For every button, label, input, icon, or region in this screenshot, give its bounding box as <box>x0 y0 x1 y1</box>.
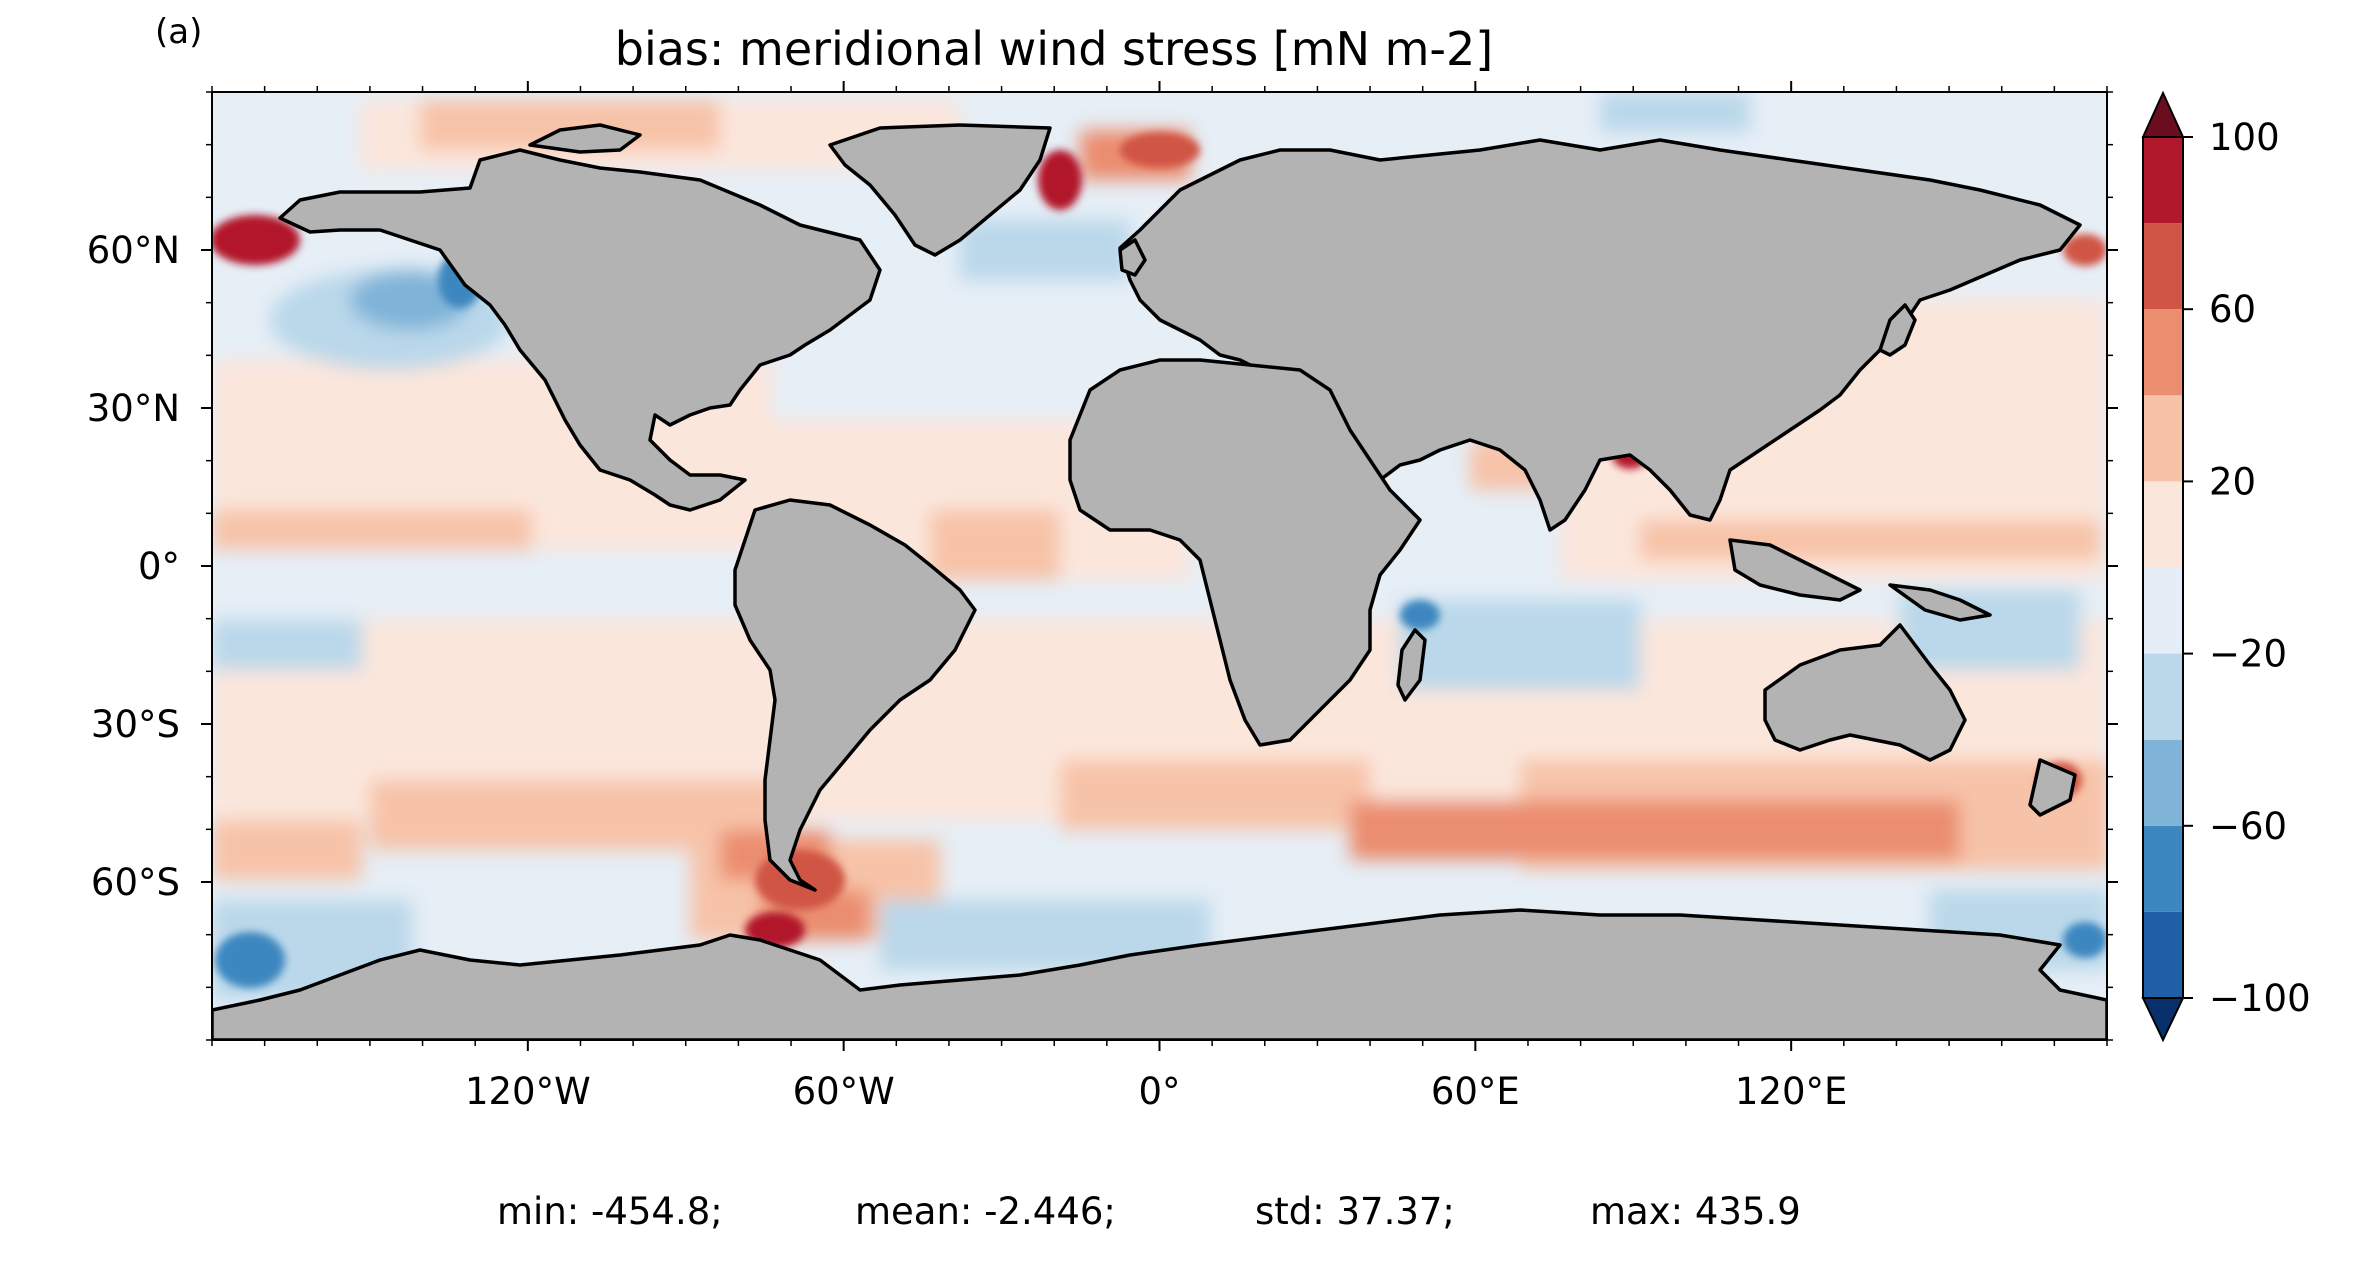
land-australia <box>1763 623 1967 762</box>
bias-extreme <box>1120 132 1200 168</box>
y-tick-label: 0° <box>138 545 180 588</box>
stat-max: max: 435.9 <box>1590 1190 1801 1233</box>
colorbar-segment <box>2143 137 2183 224</box>
colorbar-segment <box>2143 395 2183 482</box>
land-antarctica <box>212 908 2107 1040</box>
colorbar-tick-label: 20 <box>2209 460 2256 503</box>
colorbar-tick-label: 60 <box>2209 288 2256 331</box>
land-uk <box>1118 238 1147 277</box>
map-plot-area <box>212 92 2107 1040</box>
land-japan <box>1878 303 1917 357</box>
land-north-america <box>278 148 882 512</box>
land-greenland <box>828 123 1052 257</box>
colorbar-tick-label: −20 <box>2209 633 2287 676</box>
x-tick-label: 120°E <box>1735 1070 1848 1113</box>
bias-extreme <box>2063 234 2107 266</box>
y-tick-label: 30°S <box>91 703 180 746</box>
bias-extreme <box>1038 150 1082 210</box>
colorbar: 100 60 20 −20 −60 −100 <box>2141 90 2311 1043</box>
y-tick-label: 60°S <box>91 861 180 904</box>
stat-std: std: 37.37; <box>1255 1190 1455 1233</box>
x-tick-label: 60°E <box>1431 1070 1520 1113</box>
colorbar-tick-label: −100 <box>2209 977 2311 1020</box>
colorbar-segment <box>2143 653 2183 740</box>
colorbar-segment <box>2143 481 2183 568</box>
map-title: bias: meridional wind stress [mN m-2] <box>614 22 1494 76</box>
stat-mean: mean: -2.446; <box>855 1190 1116 1233</box>
colorbar-segment <box>2143 567 2183 654</box>
bias-extreme <box>212 215 300 265</box>
bias-band <box>1640 520 2100 560</box>
axis-ticks: 120°W 60°W 0° 60°E 120°E 60°N 30°N 0° 30°S 60°S <box>87 81 2118 1113</box>
bias-band <box>1060 760 1370 830</box>
x-tick-label: 0° <box>1138 1070 1180 1113</box>
colorbar-tick-label: 100 <box>2209 116 2280 159</box>
colorbar-segment <box>2143 309 2183 396</box>
colorbar-extend-high <box>2141 90 2185 138</box>
bias-band <box>212 510 532 550</box>
colorbar-segment <box>2143 223 2183 310</box>
bias-band <box>1350 800 1960 860</box>
land-arctic-islands <box>528 123 642 154</box>
bias-band <box>212 820 362 880</box>
colorbar-segment <box>2143 825 2183 912</box>
land <box>212 123 2107 1040</box>
bias-extreme <box>2063 922 2107 958</box>
colorbar-frame <box>2142 136 2184 999</box>
y-tick-label: 60°N <box>87 229 180 272</box>
colorbar-extend-low <box>2141 997 2185 1043</box>
colorbar-segment <box>2143 911 2183 998</box>
panel-label: (a) <box>155 12 203 52</box>
land-africa <box>1068 358 1422 747</box>
x-tick-label: 60°W <box>793 1070 895 1113</box>
stat-min: min: -454.8; <box>497 1190 723 1233</box>
bias-band <box>930 510 1060 580</box>
land-madagascar <box>1396 628 1427 702</box>
colorbar-tick-label: −60 <box>2209 805 2287 848</box>
bias-band <box>212 620 362 670</box>
land-new-zealand <box>2028 758 2077 817</box>
x-tick-label: 120°W <box>465 1070 591 1113</box>
land-south-america <box>733 498 977 892</box>
bias-band <box>1600 92 1750 132</box>
y-tick-label: 30°N <box>87 387 180 430</box>
bias-extreme <box>1400 600 1440 630</box>
colorbar-segment <box>2143 739 2183 826</box>
bias-extreme <box>215 932 285 988</box>
land-indonesia <box>1728 538 1862 602</box>
bias-band <box>960 220 1130 280</box>
land-new-guinea <box>1888 583 1992 622</box>
